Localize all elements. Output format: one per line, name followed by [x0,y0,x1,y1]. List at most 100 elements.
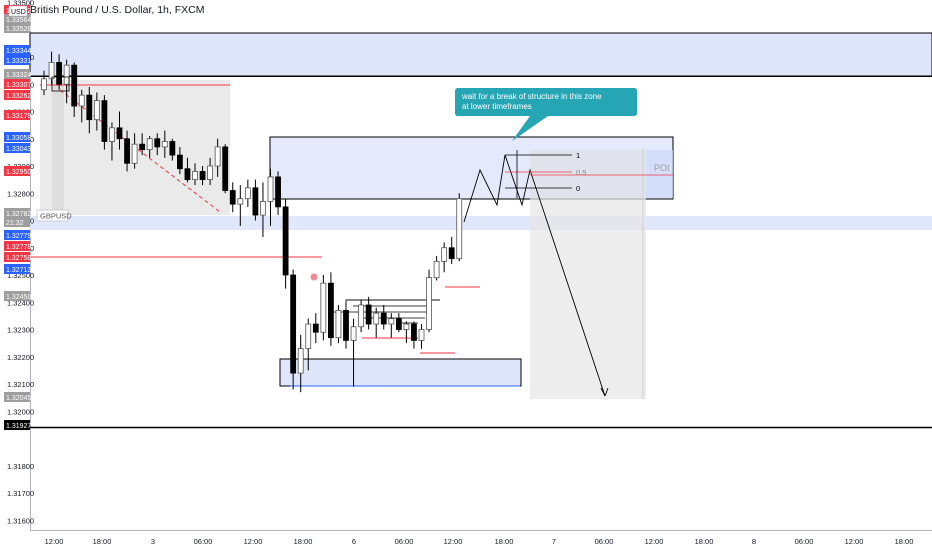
candle-body[interactable] [290,274,297,374]
candle-body[interactable] [350,326,357,341]
time-tick-label: 06:00 [194,537,213,546]
candle-body[interactable] [78,94,85,107]
candle-body[interactable] [229,190,236,205]
candle-body[interactable] [335,310,342,339]
price-label-text: 1.32045 [6,395,31,402]
candle-body[interactable] [282,206,289,276]
time-tick-label: 18:00 [294,537,313,546]
candle-body[interactable] [373,312,380,325]
candle-body[interactable] [418,329,425,341]
candle-body[interactable] [267,176,274,202]
supply-zone-top[interactable] [29,32,932,77]
price-label-blue [4,45,30,55]
candle-body[interactable] [71,64,78,107]
candle-body[interactable] [86,94,93,121]
candle-body[interactable] [124,138,130,164]
price-label-red [4,241,30,251]
price-label-text: 1.32950 [6,169,31,176]
candle-body[interactable] [116,127,123,140]
time-tick-label: 18:00 [93,537,112,546]
candle-body[interactable] [207,165,214,181]
price-label-grey [4,23,30,33]
demand-zone-bottom[interactable] [279,358,522,387]
time-tick-label: 6 [352,537,356,546]
candle-body[interactable] [426,277,432,330]
candle-body[interactable] [56,62,62,85]
callout-text-line-1: wait for a break of structure in this zo… [461,92,602,101]
candle-body[interactable] [93,100,100,121]
candle-body[interactable] [48,62,55,80]
price-label-text: 1.33307 [6,82,31,89]
time-tick-label: 12:00 [45,537,64,546]
candle-body[interactable] [237,198,244,205]
candle-body[interactable] [109,127,115,142]
candle-body[interactable] [380,312,387,325]
candle-body[interactable] [252,187,259,216]
candle-body[interactable] [63,64,70,85]
candle-body[interactable] [146,138,153,151]
price-label-grey [4,14,30,24]
candle-body[interactable] [101,100,108,142]
price-label-text: 1.32782 [6,211,31,218]
candle-body[interactable] [214,146,221,167]
candle-body[interactable] [456,198,463,260]
price-label-text: 1.31927 [6,423,31,430]
candle-body[interactable] [433,260,440,279]
candle-body[interactable] [199,171,206,181]
candle-body[interactable] [297,348,304,374]
price-tick-label: 1.33500 [7,0,34,8]
price-label-text: 1.33528 [6,26,31,33]
callout-bubble[interactable] [455,88,637,141]
candle-body[interactable] [222,146,229,191]
currency-tag-text: USD [11,9,26,16]
target-grey-box[interactable] [530,150,646,399]
candle-body[interactable] [327,282,334,339]
price-label-black [4,420,30,430]
candle-body[interactable] [343,310,349,341]
price-tick-label: 1.32500 [7,271,34,280]
price-label-blue [4,264,30,274]
candle-body[interactable] [260,201,266,216]
current-price-zone[interactable] [30,216,932,230]
candle-body[interactable] [305,323,312,349]
candle-body[interactable] [320,282,327,333]
candle-body[interactable] [395,318,402,330]
candle-body[interactable] [131,143,138,164]
candle-body[interactable] [275,176,281,208]
candle-body[interactable] [312,323,319,333]
candle-body[interactable] [176,154,183,170]
chart-title[interactable]: British Pound / U.S. Dollar, 1h, FXCM [30,4,205,16]
price-label-red [4,90,30,100]
candle-body[interactable] [403,323,410,330]
candle-body[interactable] [244,187,251,200]
price-label-text: 1.33043 [6,146,31,153]
candle-body[interactable] [441,247,448,262]
currency-tag[interactable] [8,5,28,17]
candle-body[interactable] [154,138,161,148]
candle-body[interactable] [139,143,146,151]
price-tick-label: 1.31700 [7,489,34,498]
candle-body[interactable] [365,304,372,325]
time-tick-label: 8 [752,537,756,546]
candle-body[interactable] [411,323,417,341]
pivot-marker[interactable] [310,273,318,281]
candle-body[interactable] [184,168,191,181]
price-tick-label: 1.32800 [7,189,34,198]
candle-body[interactable] [192,171,198,181]
candle-body[interactable] [161,141,168,148]
price-tick-label: 1.32300 [7,326,34,335]
price-label-grey [4,392,30,402]
price-tick-label: 1.31600 [7,516,34,525]
time-tick-label: 06:00 [595,537,614,546]
fib-label-0: 0 [576,184,580,193]
price-tick-label: 1.32400 [7,298,34,307]
candle-body[interactable] [169,141,176,156]
candle-body[interactable] [41,78,47,91]
candle-body[interactable] [448,247,455,260]
price-label-text: 1.33179 [6,113,31,120]
price-label-red [4,252,30,262]
candle-body[interactable] [358,304,365,328]
candle-body[interactable] [388,318,395,325]
